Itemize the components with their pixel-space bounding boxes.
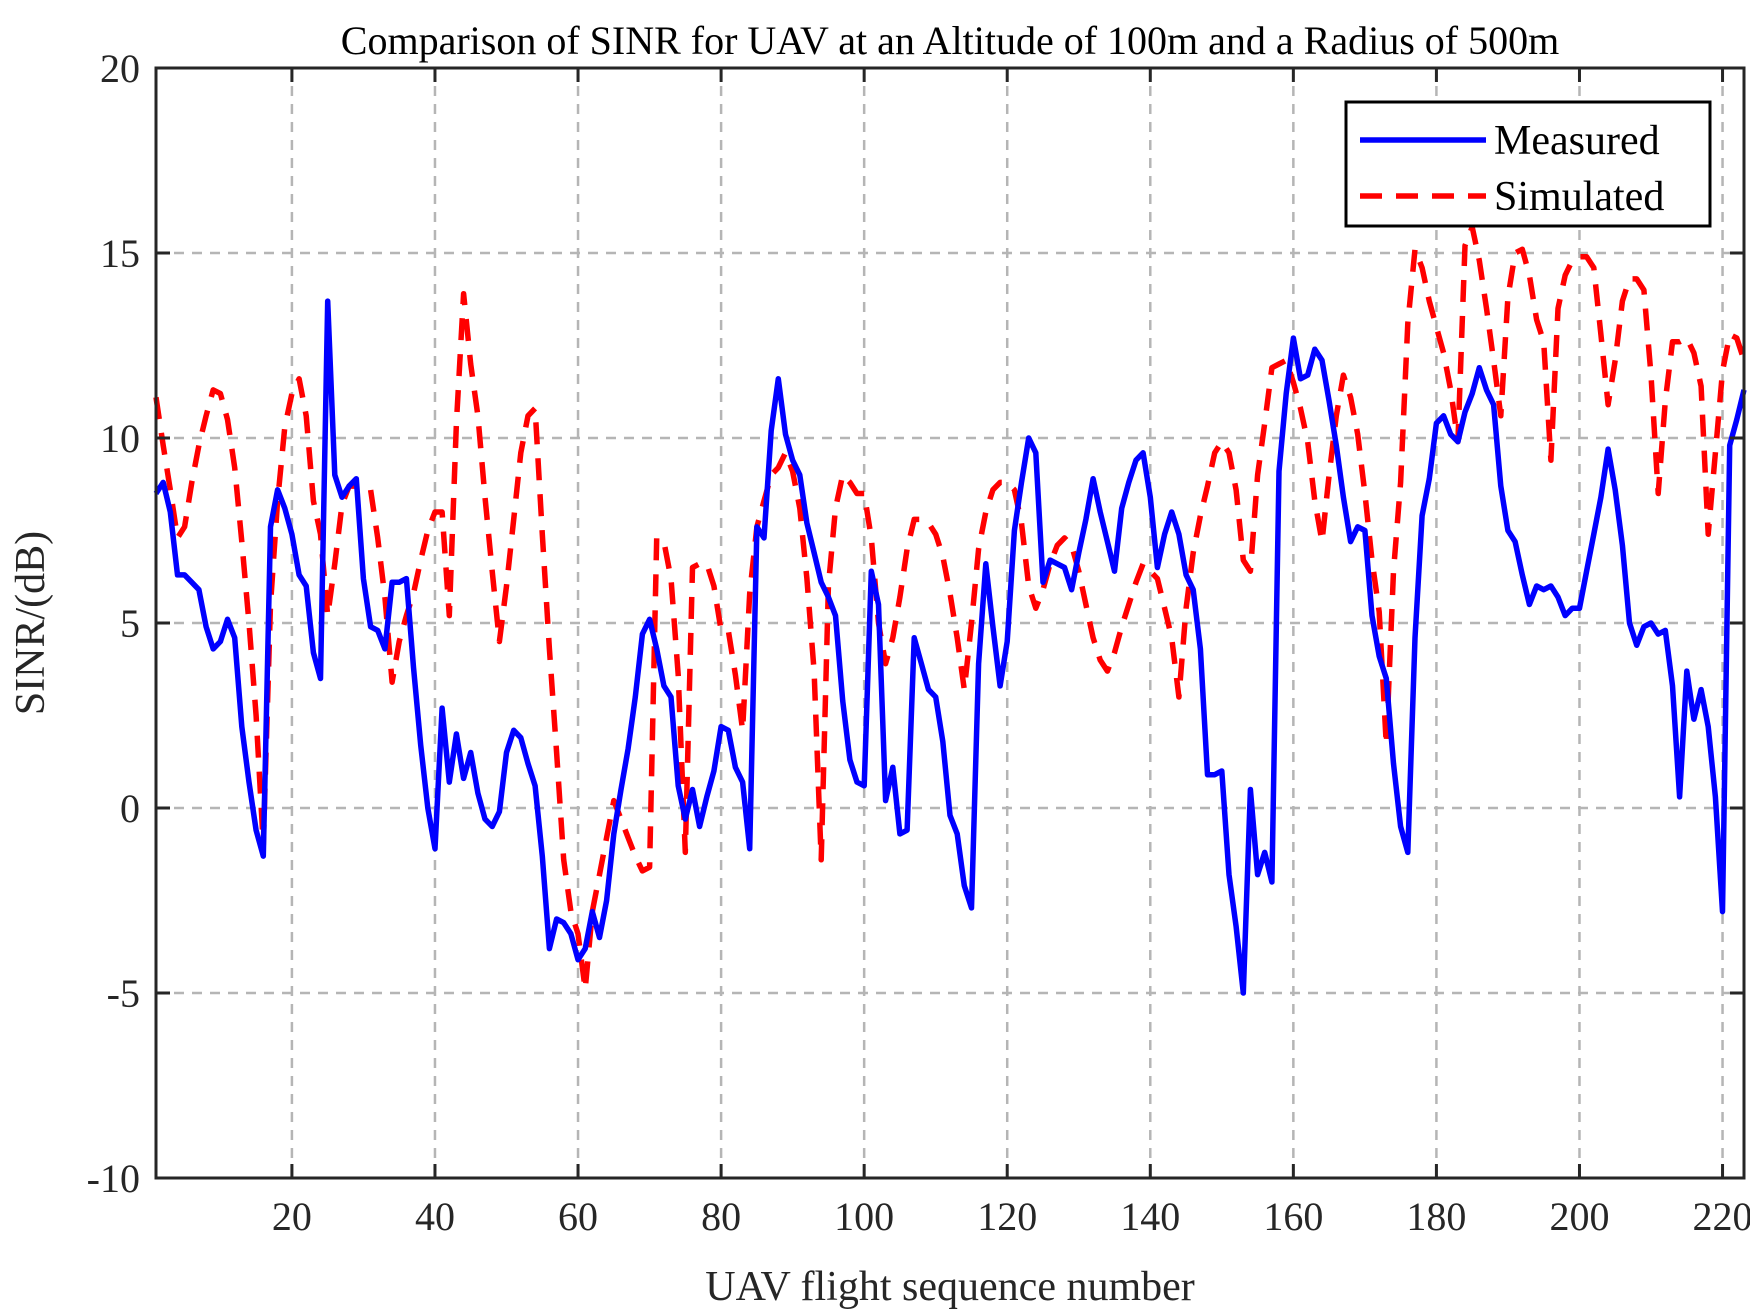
x-tick-label: 100 [834,1194,894,1239]
series-line-simulated [153,224,1747,993]
x-tick-label: 180 [1406,1194,1466,1239]
x-axis-label: UAV flight sequence number [705,1264,1195,1310]
y-tick-label: -10 [87,1156,140,1201]
chart-title: Comparison of SINR for UAV at an Altitud… [341,18,1559,63]
x-tick-label: 40 [415,1194,455,1239]
y-tick-label: 10 [100,416,140,461]
x-tick-label: 200 [1549,1194,1609,1239]
axis-ticks: 20 40 60 80 100 120 140 160 180 200 220 -10 -5 0 5 10 15… [87,46,1750,1239]
y-tick-label: 20 [100,46,140,91]
series-layer [153,224,1747,996]
x-tick-label: 80 [701,1194,741,1239]
legend-label-measured: Measured [1494,118,1660,164]
y-tick-label: -5 [107,971,140,1016]
legend-box [1344,100,1712,228]
x-tick-label: 60 [558,1194,598,1239]
y-tick-label: 0 [120,786,140,831]
legend: Measured Simulated [1344,100,1712,228]
x-tick-label: 20 [272,1194,312,1239]
grid [156,66,1744,1180]
y-axis-label: SINR/(dB) [8,531,54,715]
x-tick-label: 140 [1120,1194,1180,1239]
series-line-measured [153,298,1747,996]
legend-label-simulated: Simulated [1494,174,1664,220]
y-tick-label: 5 [120,601,140,646]
x-tick-label: 120 [977,1194,1037,1239]
x-tick-label: 160 [1263,1194,1323,1239]
x-tick-label: 220 [1693,1194,1750,1239]
y-tick-label: 15 [100,231,140,276]
